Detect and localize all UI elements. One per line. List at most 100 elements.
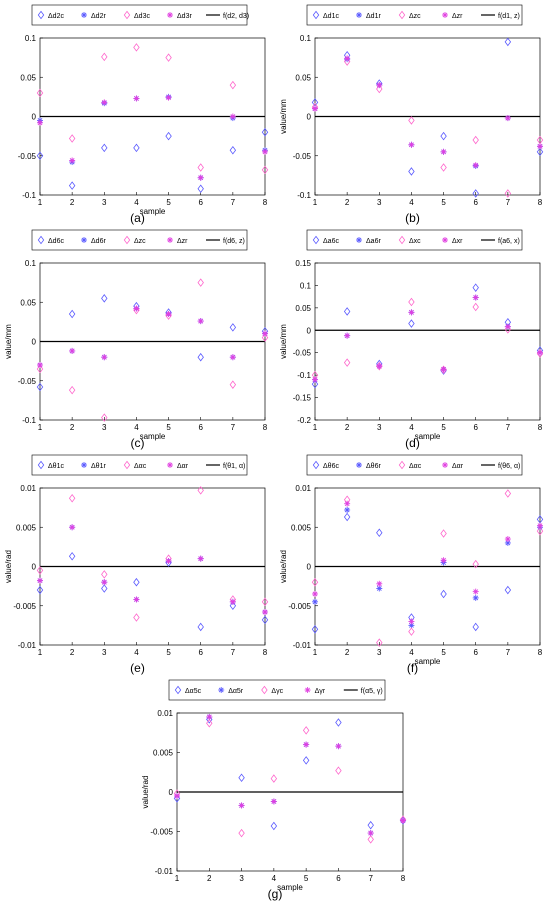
data-point-2-4 [302,726,310,735]
data-point-2-2 [101,413,108,422]
x-tick-label: 4 [409,423,414,432]
legend: Δd6c Δd6r Δzc Δzr f(d6, z) [31,229,248,251]
x-tick-label: 7 [231,423,236,432]
legend-marker-0 [37,235,45,245]
data-point-2-7 [261,333,269,342]
y-tick-label: 0.1 [25,259,37,268]
x-tick-label: 6 [198,423,203,432]
data-point-0-4 [165,131,172,141]
y-tick-label: 0 [32,563,37,572]
legend-label-4: f(α5, γ) [361,688,383,695]
x-tick-label: 2 [345,648,350,657]
data-point-2-7 [536,526,544,536]
x-tick-label: 5 [166,423,171,432]
data-point-2-3 [408,116,415,125]
x-tick-label: 6 [473,648,478,657]
data-point-2-6 [504,489,512,498]
y-axis-label: value/mm [279,99,288,134]
data-point-3-7 [262,609,268,616]
data-point-2-0 [311,577,319,587]
data-point-0-5 [472,622,479,632]
y-tick-label: 0.01 [295,484,311,493]
x-tick-label: 2 [70,423,75,432]
legend-label-0: Δa6c [323,238,339,245]
chart-svg-b: Δd1c Δd1r Δzc Δzr f(d1, z) -0.1 -0.05 0 0.05 0.1 1… [279,4,544,225]
x-tick-label: 6 [198,648,203,657]
data-point-3-4 [165,311,172,318]
data-point-3-5 [472,294,479,301]
x-tick-label: 7 [506,423,511,432]
data-point-2-4 [165,53,172,62]
chart-panel-d: Δa6c Δa6r Δxc Δxr f(a6, x) -0.2 -0.15 -0.1 -0.05… [275,225,550,450]
legend-label-4: f(θ6, α) [498,463,520,470]
data-point-2-4 [440,529,447,538]
x-tick-label: 8 [538,648,543,657]
data-point-0-1 [343,512,351,522]
data-point-2-3 [270,774,278,783]
legend-label-1: Δθ1r [91,463,106,470]
x-tick-label: 2 [345,198,350,207]
legend-box [31,4,248,26]
x-tick-label: 2 [70,648,75,657]
panel-caption: (f) [407,661,418,675]
data-point-2-6 [229,380,237,389]
data-point-3-1 [206,713,213,720]
data-point-3-7 [537,522,543,529]
x-tick-label: 1 [313,198,318,207]
legend-marker-0 [312,460,320,470]
legend-label-4: f(d6, z) [223,238,245,245]
legend-label-3: Δd3r [177,13,192,20]
legend-box [306,229,523,251]
y-tick-label: 0.01 [20,484,36,493]
x-tick-label: 3 [239,874,244,883]
data-point-2-6 [367,835,374,844]
data-point-2-7 [261,165,269,175]
data-point-2-5 [197,163,204,172]
x-axis-label: sample [140,207,166,216]
data-point-2-0 [36,566,44,575]
data-point-3-7 [537,349,543,356]
x-tick-label: 3 [377,648,382,657]
data-point-0-1 [68,552,76,561]
chart-panel-e: Δθ1c Δθ1r Δαc Δαr f(θ1, α) -0.01 -0.005 0 0.005 0… [0,450,275,675]
x-tick-label: 4 [134,423,139,432]
x-tick-label: 6 [473,423,478,432]
data-point-3-7 [262,148,268,155]
legend-label-2: Δzc [409,13,421,20]
data-point-3-5 [197,318,204,325]
legend-label-3: Δzr [177,238,188,245]
data-point-2-7 [261,597,269,607]
data-point-3-7 [537,143,543,150]
x-tick-label: 7 [506,648,511,657]
data-point-2-6 [504,189,512,198]
legend-marker-2 [123,10,131,20]
y-axis-label: value/mm [4,324,13,359]
data-point-1-3 [408,622,415,629]
panel-caption: (g) [268,887,283,901]
y-tick-label: 0 [307,326,312,335]
data-point-2-3 [133,613,140,622]
legend-box [306,454,523,476]
legend-label-1: Δd6r [91,238,106,245]
legend-marker-1 [356,12,362,18]
legend-label-0: Δd2c [48,13,64,20]
data-point-2-4 [440,163,447,172]
data-point-3-5 [472,588,479,595]
x-tick-label: 3 [377,423,382,432]
y-tick-label: 0 [307,113,312,122]
data-point-2-5 [472,559,479,569]
legend-label-3: Δzr [452,13,463,20]
y-tick-label: 0.005 [153,749,174,758]
data-point-0-2 [101,143,108,153]
legend-label-4: f(θ1, α) [223,463,245,470]
data-point-3-1 [69,347,76,354]
data-point-2-5 [197,278,204,287]
x-tick-label: 5 [441,648,446,657]
y-axis-label: value/rad [4,550,13,583]
y-tick-label: -0.1 [22,416,36,425]
data-point-3-2 [101,579,108,586]
data-point-3-6 [229,354,236,361]
legend: Δθ1c Δθ1r Δαc Δαr f(θ1, α) [31,454,248,476]
x-tick-label: 2 [345,423,350,432]
data-point-3-5 [472,162,479,169]
